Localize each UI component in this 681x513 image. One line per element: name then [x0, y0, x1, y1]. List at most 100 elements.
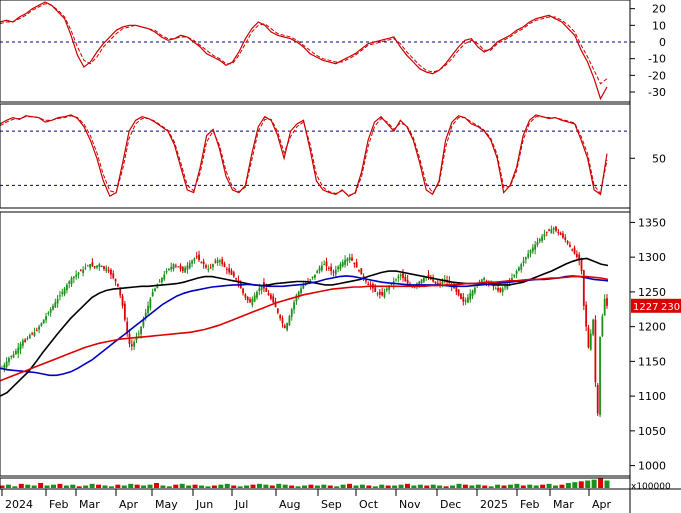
candle-body	[195, 256, 198, 258]
candle-body	[77, 272, 80, 275]
candle-body	[580, 258, 583, 272]
candle-body	[323, 264, 326, 266]
candle-body	[599, 337, 601, 415]
volume-bar	[462, 484, 468, 488]
volume-bar	[488, 486, 494, 488]
candle-body	[427, 274, 430, 278]
volume-bar	[450, 485, 456, 488]
candle-body	[49, 309, 52, 313]
x-tick-label: Mar	[553, 498, 574, 511]
candle-body	[207, 268, 210, 270]
candle-body	[320, 265, 323, 271]
candle-body	[35, 330, 38, 332]
volume-bar	[153, 483, 159, 488]
candle-body	[358, 270, 360, 272]
candle-body	[522, 260, 525, 263]
candle-body	[439, 283, 442, 285]
candle-body	[61, 291, 64, 294]
candle-body	[434, 281, 437, 284]
candle-body	[24, 339, 27, 342]
volume-bar	[501, 485, 507, 488]
volume-bar	[559, 484, 565, 488]
candle-body	[585, 304, 588, 327]
candle-body	[79, 270, 82, 272]
x-tick-label: Feb	[520, 498, 539, 511]
candle-body	[473, 287, 476, 293]
candle-body	[179, 265, 182, 269]
candle-body	[311, 276, 314, 278]
candle-body	[267, 292, 270, 296]
candle-body	[28, 334, 31, 339]
candle-body	[536, 241, 539, 246]
x-tick-label: May	[155, 498, 178, 511]
volume-bar	[398, 484, 404, 488]
candle-body	[274, 301, 277, 308]
volume-bar	[141, 485, 147, 488]
volume-bar	[199, 485, 205, 488]
price-tick-label: 1300	[638, 251, 666, 264]
price-tick-label: 1000	[638, 460, 666, 473]
x-tick-label: Jun	[195, 498, 213, 511]
candle-body	[369, 284, 372, 287]
volume-bar	[379, 484, 385, 488]
candle-body	[198, 254, 200, 260]
candle-body	[327, 267, 330, 269]
volume-bar	[302, 485, 307, 488]
candle-body	[170, 266, 173, 270]
candle-body	[130, 344, 133, 347]
candle-body	[56, 298, 59, 304]
candle-body	[100, 266, 103, 268]
volume-bar	[347, 483, 353, 488]
candle-body	[504, 286, 506, 288]
candle-body	[181, 266, 184, 272]
candle-body	[355, 262, 358, 268]
candle-body	[469, 293, 472, 300]
volume-bar	[63, 485, 69, 488]
candle-body	[186, 265, 189, 270]
candle-body	[249, 299, 251, 303]
candle-body	[524, 257, 527, 260]
oscillator-signal-line	[0, 3, 608, 85]
candle-body	[545, 231, 548, 233]
candle-body	[302, 284, 305, 289]
candle-body	[218, 260, 221, 263]
candle-body	[15, 350, 17, 355]
candle-body	[209, 267, 212, 269]
volume-bar	[179, 483, 185, 488]
last-change-label: 230	[661, 302, 680, 313]
candle-body	[318, 267, 321, 272]
x-tick-label: 2024	[5, 498, 33, 511]
candle-body	[225, 268, 228, 270]
candle-body	[587, 327, 590, 348]
volume-bar	[44, 485, 50, 488]
candle-body	[471, 290, 474, 297]
candle-body	[571, 249, 574, 251]
candle-body	[163, 274, 166, 280]
candle-body	[293, 302, 295, 310]
candle-body	[191, 260, 193, 264]
candle-body	[374, 287, 377, 292]
candle-body	[246, 297, 249, 301]
candle-body	[531, 247, 534, 252]
candle-body	[216, 259, 219, 263]
volume-bar	[231, 485, 237, 488]
volume-bar	[121, 485, 127, 488]
volume-bar	[430, 484, 436, 488]
candle-body	[33, 332, 36, 336]
candle-body	[362, 276, 365, 278]
volume-bar	[507, 484, 513, 488]
ma20-line	[0, 257, 609, 397]
candle-body	[19, 344, 22, 350]
oscillator-panel: 20 10 0 -10 -20 -30	[0, 1, 666, 101]
candle-body	[256, 291, 258, 298]
candle-body	[283, 325, 286, 329]
volume-bar	[244, 485, 250, 488]
volume-bar	[166, 486, 172, 488]
candle-body	[47, 312, 50, 314]
candle-body	[38, 326, 40, 330]
volume-bar	[565, 483, 571, 488]
x-tick-label: 2025	[480, 498, 508, 511]
volume-bar	[585, 480, 591, 488]
candle-body	[161, 278, 163, 283]
